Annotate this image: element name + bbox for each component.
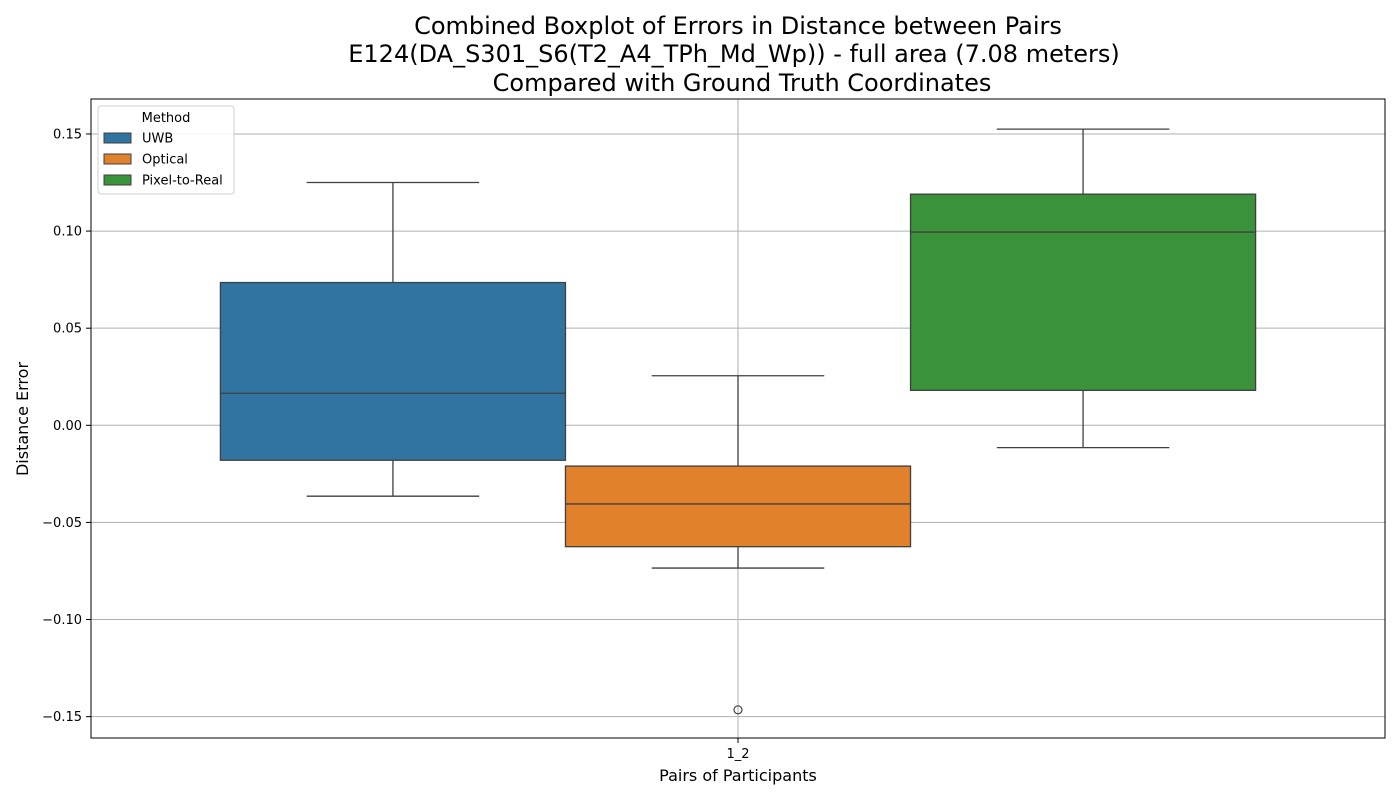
legend-swatch	[103, 132, 132, 144]
y-tick-label: −0.10	[42, 613, 82, 628]
title-line-2: E124(DA_S301_S6(T2_A4_TPh_Md_Wp)) - full…	[348, 40, 1120, 68]
title-line-1: Combined Boxplot of Errors in Distance b…	[414, 12, 1062, 40]
box-uwb	[219, 181, 567, 497]
box-optical	[564, 375, 912, 715]
legend-box	[97, 105, 235, 195]
y-tick-label: −0.15	[42, 710, 82, 725]
iqr-box	[219, 281, 567, 461]
y-tick-label: 0.00	[53, 419, 82, 434]
box-pixel-to-real	[909, 128, 1257, 449]
outlier-point	[733, 705, 743, 715]
legend: Method UWB Optical Pixel-to-Real	[97, 105, 235, 195]
legend-title: Method	[142, 111, 191, 126]
iqr-box	[909, 193, 1257, 391]
chart-title: Combined Boxplot of Errors in Distance b…	[348, 12, 1120, 97]
legend-entry: Optical	[142, 153, 188, 168]
axis-layer: −0.15 −0.10 −0.05 0.00 0.05 0.10 0.15 1_2	[42, 98, 1386, 762]
x-tick-label: 1_2	[726, 747, 749, 762]
legend-entry: UWB	[142, 132, 173, 147]
y-tick-label: −0.05	[42, 516, 82, 531]
plot-frame	[90, 98, 1386, 739]
legend-entry: Pixel-to-Real	[142, 174, 223, 189]
iqr-box	[564, 465, 912, 548]
legend-swatch	[103, 153, 132, 165]
y-tick-label: 0.10	[53, 225, 82, 240]
y-tick-label: 0.15	[53, 127, 82, 142]
legend-swatch	[103, 174, 132, 186]
y-tick-label: 0.05	[53, 322, 82, 337]
box-layer	[219, 128, 1257, 715]
title-line-3: Compared with Ground Truth Coordinates	[493, 69, 992, 97]
y-axis-label: Distance Error	[13, 362, 32, 476]
x-axis-label: Pairs of Participants	[659, 766, 817, 785]
